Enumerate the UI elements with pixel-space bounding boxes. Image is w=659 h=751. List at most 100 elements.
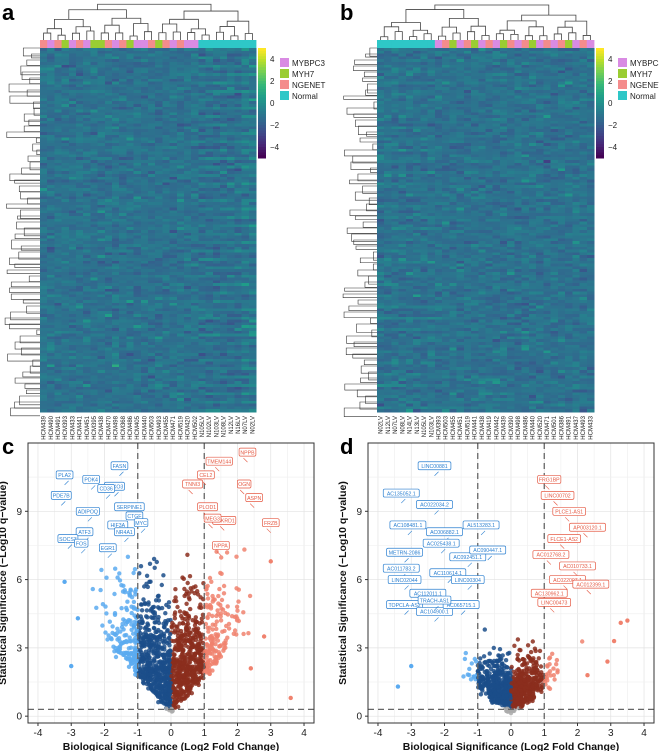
heatmap-cell (40, 224, 48, 228)
heatmap-cell (205, 218, 214, 223)
heatmap-cell (47, 162, 55, 167)
heatmap-cell (90, 274, 99, 279)
heatmap-cell (220, 185, 228, 189)
heatmap-cell (198, 330, 207, 335)
heatmap-cell (112, 305, 120, 309)
heatmap-cell (47, 199, 55, 203)
heatmap-cell (191, 266, 199, 270)
heatmap-cell (140, 277, 149, 281)
heatmap-cell (155, 314, 163, 318)
heatmap-cell (169, 182, 178, 186)
heatmap-cell (104, 263, 113, 267)
heatmap-cell (155, 140, 163, 144)
heatmap-cell (155, 112, 163, 116)
heatmap-cell (112, 101, 120, 105)
heatmap-cell (47, 53, 55, 57)
heatmap-cell (205, 160, 214, 164)
heatmap-cell (198, 221, 207, 225)
heatmap-cell (90, 224, 99, 228)
heatmap-cell (220, 148, 228, 153)
heatmap-cell (40, 70, 48, 74)
heatmap-cell (241, 314, 250, 318)
heatmap-cell (220, 336, 228, 340)
heatmap-cell (155, 216, 163, 220)
heatmap-cell (162, 300, 171, 304)
heatmap-cell (54, 325, 63, 329)
heatmap-cell (104, 143, 113, 147)
heatmap-cell (68, 118, 77, 122)
heatmap-cell (234, 59, 243, 63)
heatmap-cell (97, 154, 106, 158)
heatmap-cell (104, 101, 113, 105)
heatmap-cell (140, 76, 149, 80)
heatmap-cell (184, 171, 192, 175)
heatmap-cell (112, 126, 120, 130)
row-dendrogram-branch (358, 125, 377, 135)
heatmap-cell (47, 101, 55, 105)
heatmap-cell (155, 104, 163, 108)
heatmap-cell (176, 288, 185, 293)
sample-label: HCM490 (49, 415, 55, 439)
heatmap-cell (47, 210, 55, 214)
heatmap-cell (234, 50, 243, 55)
heatmap-cell (248, 333, 257, 337)
heatmap-cell (112, 120, 120, 125)
heatmap-cell (133, 274, 142, 279)
heatmap-cell (104, 336, 113, 340)
heatmap-cell (133, 409, 142, 413)
column-dendrogram-branch (219, 26, 235, 36)
heatmap-cell (112, 62, 120, 66)
heatmap-cell (169, 224, 178, 228)
heatmap-cell (97, 344, 106, 349)
heatmap-cell (227, 95, 235, 99)
heatmap-cell (241, 50, 250, 55)
sample-group-cell (148, 40, 156, 48)
sample-group-cell (241, 40, 250, 48)
heatmap-cell (212, 53, 221, 57)
heatmap-cell (169, 255, 178, 259)
heatmap-cell (47, 98, 55, 102)
heatmap-cell (140, 252, 149, 256)
heatmap-cell (76, 333, 84, 337)
heatmap-cell (148, 302, 156, 307)
heatmap-cell (68, 168, 77, 172)
heatmap-cell (162, 98, 171, 102)
heatmap-cell (133, 92, 142, 97)
heatmap-cell (40, 266, 48, 270)
sample-label: HCM493 (157, 415, 163, 439)
heatmap-cell (227, 319, 235, 323)
heatmap-cell (104, 286, 113, 290)
heatmap-cell (104, 322, 113, 326)
heatmap-cell (155, 213, 163, 217)
heatmap-cell (184, 305, 192, 309)
heatmap-cell (54, 196, 63, 200)
heatmap-cell (191, 92, 199, 97)
heatmap-cell (148, 218, 156, 223)
heatmap-cell (97, 81, 106, 85)
heatmap-cell (133, 84, 142, 88)
heatmap-cell (162, 64, 171, 69)
heatmap-cell (61, 123, 70, 127)
heatmap-cell (40, 151, 48, 155)
heatmap-cell (47, 73, 55, 77)
heatmap-cell (140, 56, 149, 60)
heatmap-cell (40, 238, 48, 242)
heatmap-cell (155, 221, 163, 225)
heatmap-cell (112, 98, 120, 102)
heatmap-cell (155, 146, 163, 150)
heatmap-cell (97, 302, 106, 307)
heatmap-cell (133, 342, 142, 346)
heatmap-cell (248, 73, 257, 77)
heatmap-cell (227, 115, 235, 119)
heatmap-cell (47, 269, 55, 273)
heatmap-cell (126, 84, 135, 88)
heatmap-cell (61, 216, 70, 220)
heatmap-cell (76, 210, 84, 214)
heatmap-cell (61, 162, 70, 167)
heatmap-cell (47, 146, 55, 150)
heatmap-cell (184, 84, 192, 88)
heatmap-cell (97, 134, 106, 139)
heatmap-cell (241, 101, 250, 105)
heatmap-cell (205, 272, 214, 276)
heatmap-cell (205, 227, 214, 231)
